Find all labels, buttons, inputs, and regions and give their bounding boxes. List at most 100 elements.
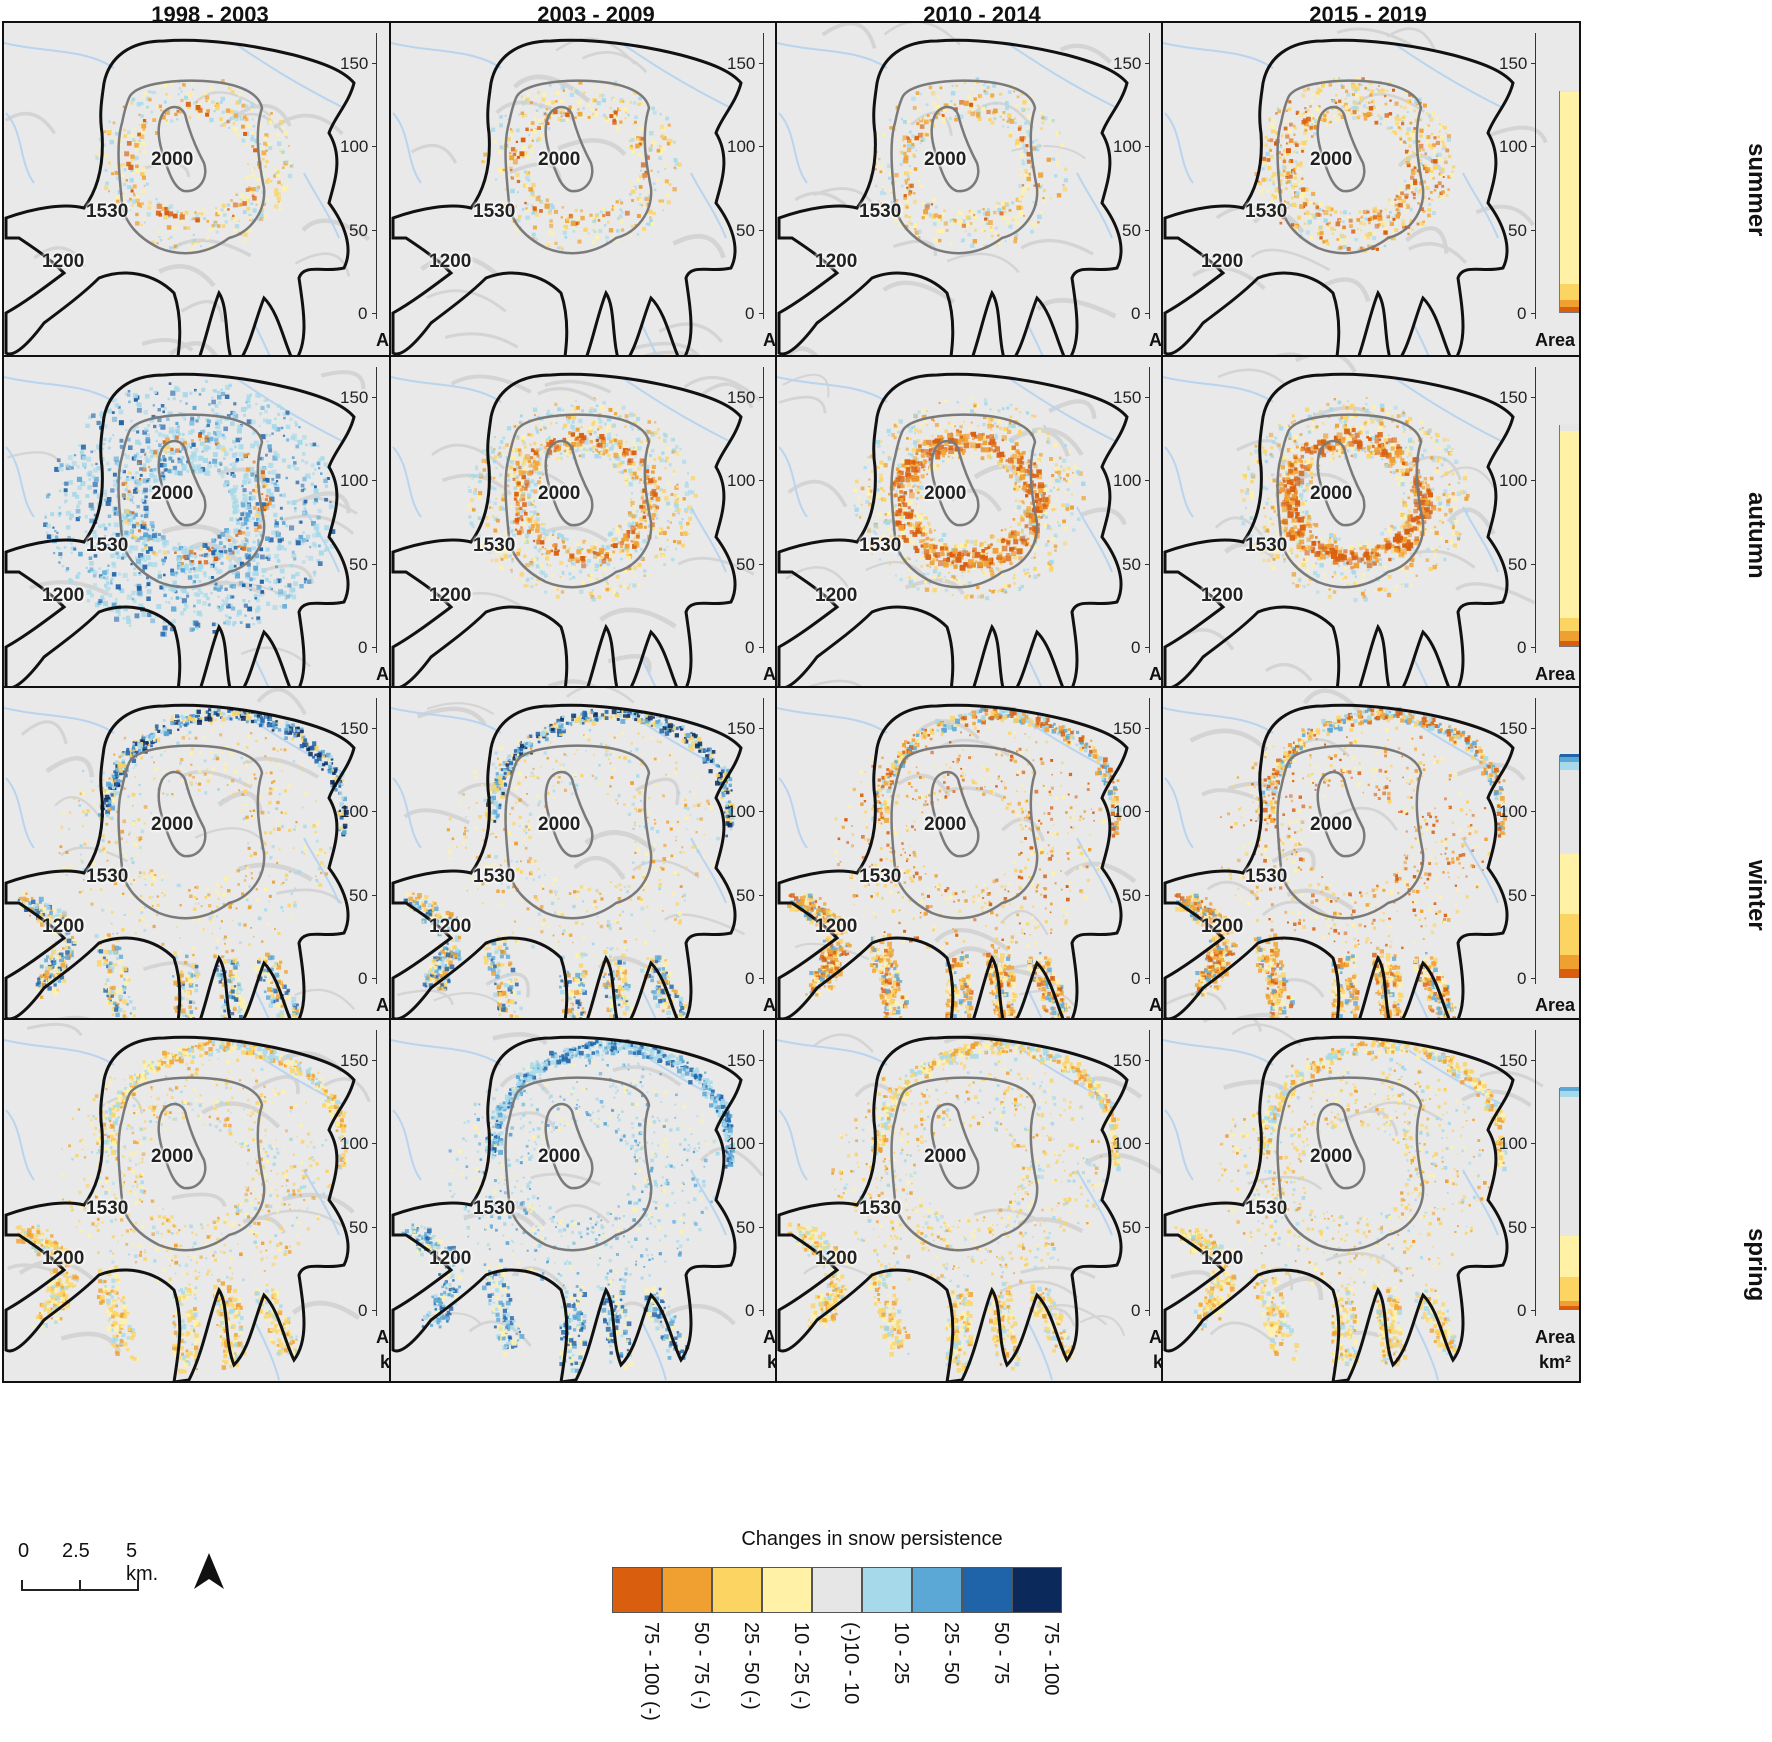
bar-segment-6: [1560, 1091, 1580, 1098]
axis-tick-mark: [1145, 313, 1150, 314]
legend-title: Changes in snow persistence: [612, 1528, 1132, 1551]
axis-tick-50: 50: [1508, 222, 1545, 239]
axis-tick-50: 50: [349, 887, 386, 904]
contour-1200: [393, 40, 741, 384]
axis-tick-150: 150: [340, 720, 386, 737]
axis-tick-mark: [1531, 1310, 1536, 1311]
axis-tick-100: 100: [1113, 472, 1159, 489]
river-line: [1165, 113, 1193, 183]
axis-tick-mark: [372, 63, 377, 64]
map-canvas: [4, 357, 420, 718]
axis-tick-150: 150: [727, 389, 773, 406]
contour-label-1200: 1200: [1201, 1248, 1243, 1270]
bar-segment-3: [1560, 284, 1580, 301]
river-line: [393, 447, 421, 517]
river-line: [779, 778, 807, 848]
contour-label-1200: 1200: [1201, 251, 1243, 273]
axis-tick-150: 150: [1499, 720, 1545, 737]
map-canvas: [4, 23, 420, 384]
contour-label-2000: 2000: [924, 483, 966, 505]
area-axis-line: [376, 367, 377, 653]
scale-bar-line: [18, 1540, 168, 1600]
area-unit-line2: km²: [1529, 1350, 1581, 1375]
axis-tick-mark: [759, 1310, 764, 1311]
axis-tick-mark: [1531, 480, 1536, 481]
legend-label-2: 50 - 75 (-): [666, 1622, 712, 1742]
contour-label-2000: 2000: [151, 814, 193, 836]
axis-tick-mark: [1145, 978, 1150, 979]
map-canvas: [4, 1020, 420, 1381]
bar-segment-4: [1560, 1236, 1580, 1278]
axis-tick-100: 100: [727, 803, 773, 820]
map-canvas: [777, 23, 1193, 384]
axis-tick-mark: [372, 647, 377, 648]
axis-tick-mark: [759, 978, 764, 979]
axis-tick-mark: [759, 1060, 764, 1061]
map-canvas: [391, 357, 807, 718]
axis-tick-mark: [1531, 1060, 1536, 1061]
axis-tick-100: 100: [727, 472, 773, 489]
axis-tick-mark: [1531, 230, 1536, 231]
contour-label-1530: 1530: [859, 535, 901, 557]
axis-tick-mark: [1145, 895, 1150, 896]
legend-swatch-8: [962, 1567, 1012, 1613]
contour-1200: [6, 705, 354, 1049]
area-axis-line: [1535, 33, 1536, 319]
axis-tick-150: 150: [340, 55, 386, 72]
legend-swatch-1: [612, 1567, 662, 1613]
axis-tick-mark: [1145, 564, 1150, 565]
axis-tick-100: 100: [340, 138, 386, 155]
legend-label-7: 25 - 50: [916, 1622, 962, 1742]
bar-segment-4: [1560, 854, 1580, 914]
river-line: [777, 708, 887, 733]
bar-segment-8: [1560, 754, 1580, 757]
axis-tick-50: 50: [1122, 556, 1159, 573]
contour-label-1200: 1200: [42, 916, 84, 938]
axis-tick-50: 50: [1508, 556, 1545, 573]
axis-tick-mark: [372, 1143, 377, 1144]
axis-tick-50: 50: [349, 556, 386, 573]
contour-label-1200: 1200: [429, 585, 471, 607]
axis-tick-mark: [759, 811, 764, 812]
map-canvas: [391, 23, 807, 384]
row-title-winter: winter: [1730, 810, 1770, 980]
legend-swatch-9: [1012, 1567, 1062, 1613]
axis-tick-150: 150: [1113, 55, 1159, 72]
contour-label-1200: 1200: [429, 916, 471, 938]
axis-tick-mark: [1531, 397, 1536, 398]
axis-tick-mark: [372, 313, 377, 314]
axis-tick-mark: [759, 895, 764, 896]
area-axis-line: [1149, 698, 1150, 984]
axis-tick-mark: [759, 313, 764, 314]
axis-tick-150: 150: [1113, 720, 1159, 737]
legend-swatch-2: [662, 1567, 712, 1613]
contour-label-1200: 1200: [42, 585, 84, 607]
bar-segment-7: [1560, 1087, 1580, 1090]
contour-label-1200: 1200: [815, 1248, 857, 1270]
river-line: [393, 1110, 421, 1180]
contour-label-2000: 2000: [924, 1146, 966, 1168]
area-axis-line: [763, 33, 764, 319]
bar-segment-7: [1560, 757, 1580, 762]
axis-tick-50: 50: [349, 1219, 386, 1236]
bar-segment-2: [1560, 631, 1580, 641]
axis-tick-mark: [1145, 647, 1150, 648]
area-stacked-bar: [1559, 755, 1581, 978]
legend-swatch-5: [812, 1567, 862, 1613]
axis-tick-50: 50: [1122, 222, 1159, 239]
contour-label-1530: 1530: [473, 201, 515, 223]
river-line: [1165, 1110, 1193, 1180]
axis-tick-100: 100: [1113, 1135, 1159, 1152]
contour-label-2000: 2000: [151, 149, 193, 171]
axis-tick-mark: [1531, 313, 1536, 314]
axis-tick-mark: [372, 480, 377, 481]
axis-tick-mark: [372, 146, 377, 147]
axis-tick-mark: [759, 146, 764, 147]
